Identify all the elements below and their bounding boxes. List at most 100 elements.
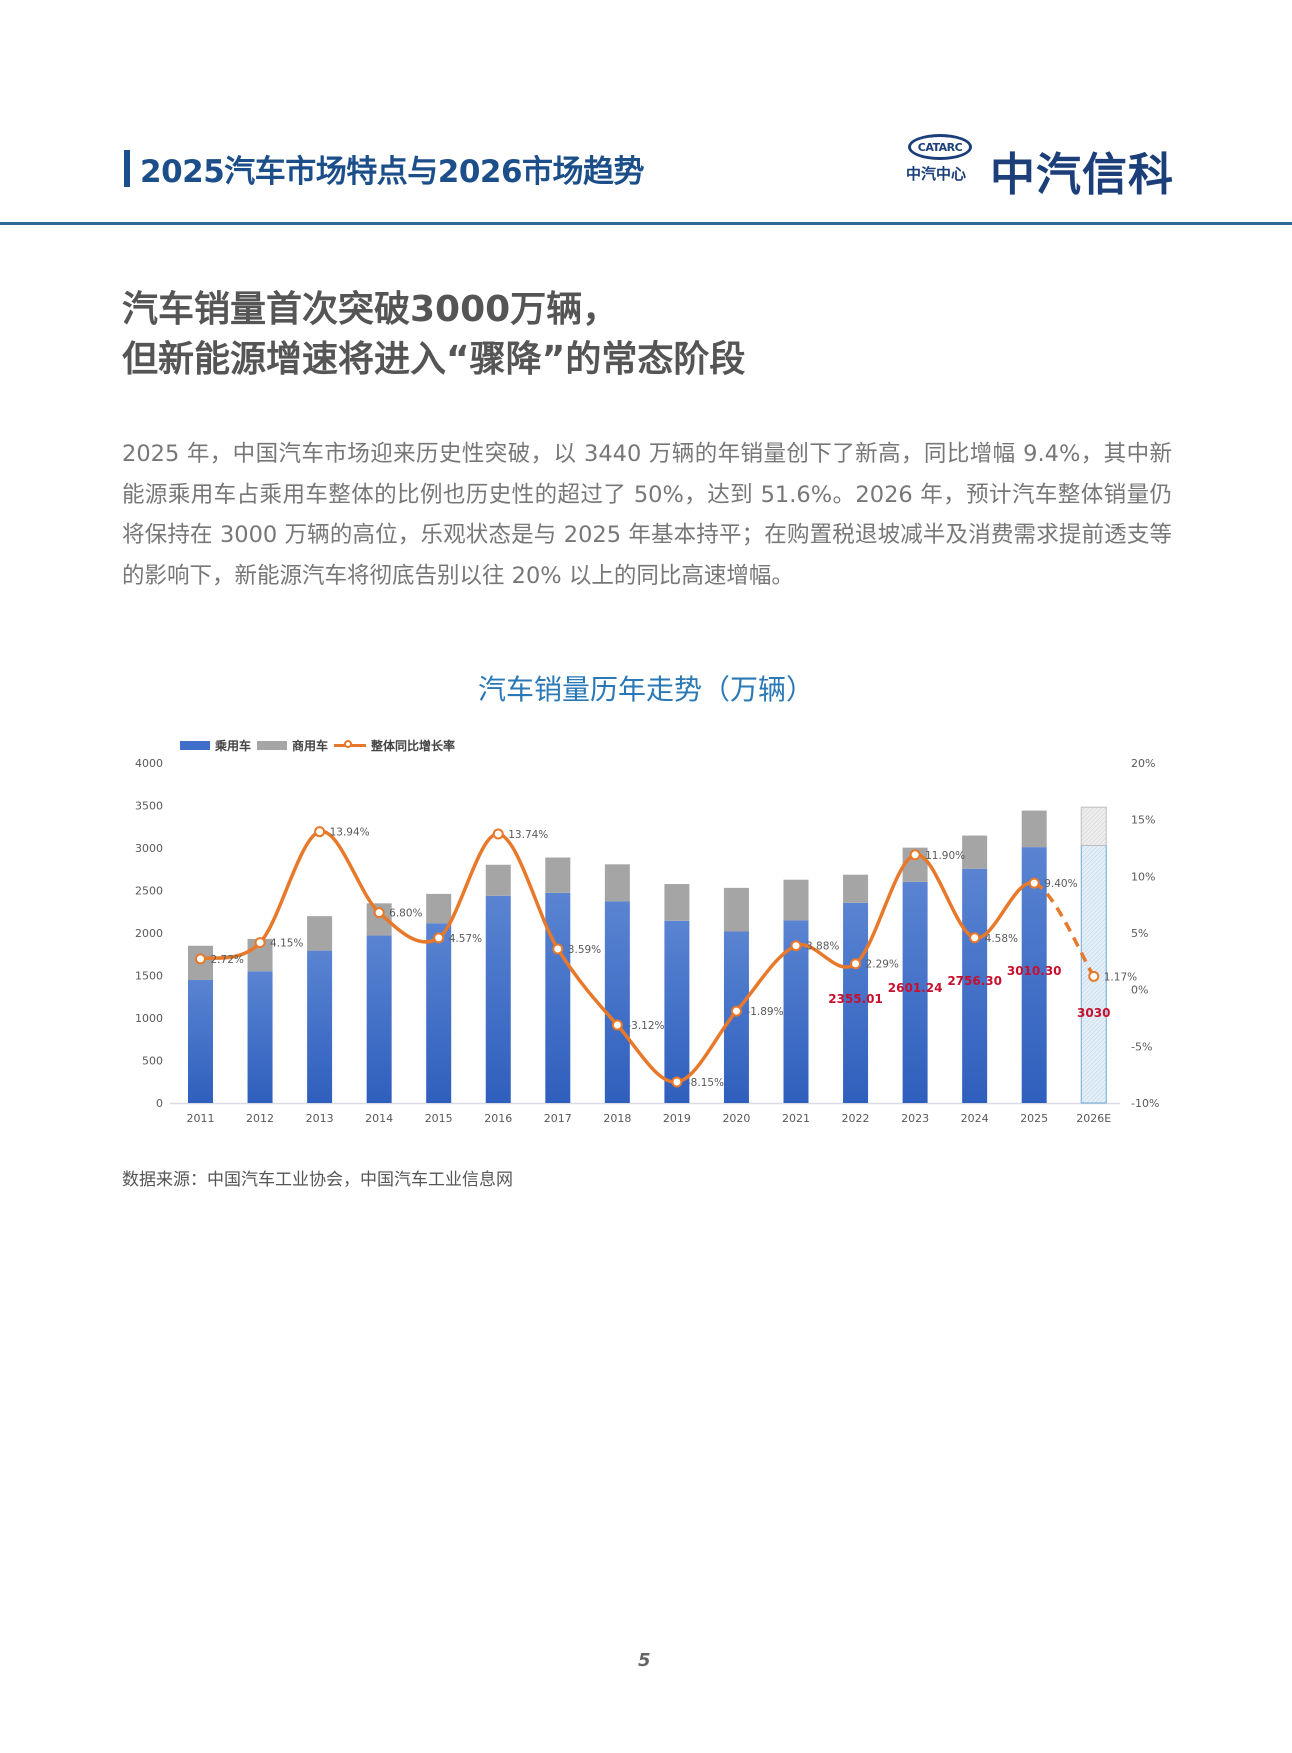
growth-data-label: 1.17% (1104, 971, 1137, 983)
growth-point-marker (373, 907, 385, 919)
x-axis-label: 2023 (901, 1112, 929, 1125)
header-accent-bar (124, 150, 130, 187)
bar-commercial (426, 893, 452, 924)
bar-commercial (307, 916, 333, 951)
right-axis-tick: 20% (1131, 757, 1155, 770)
x-axis-label: 2015 (425, 1112, 453, 1125)
growth-data-label: 11.90% (925, 850, 965, 862)
passenger-value-label: 2355.01 (828, 992, 883, 1006)
growth-point-marker (433, 932, 445, 944)
right-y-axis: -10% -5% 0% 5% 10% 15% 20% (1131, 757, 1159, 1110)
bar-passenger (843, 902, 869, 1103)
growth-point-marker (1028, 877, 1040, 889)
growth-data-label: -1.89% (746, 1006, 783, 1018)
left-axis-tick: 3000 (135, 842, 163, 855)
bar-passenger (485, 895, 511, 1103)
brand-name: 中汽信科 (990, 148, 1175, 201)
x-axis-label: 2014 (365, 1112, 393, 1125)
passenger-value-label: 3010.30 (1007, 964, 1062, 978)
x-axis-label: 2018 (603, 1112, 631, 1125)
left-axis-tick: 1000 (135, 1012, 163, 1025)
bar-commercial (604, 864, 630, 902)
growth-point-marker (195, 953, 206, 965)
legend-passenger: 乘用车 (180, 737, 251, 754)
growth-point-marker (909, 849, 921, 861)
chart-title: 汽车销量历年走势（万辆） (477, 673, 814, 706)
logo-subtitle: 中汽中心 (906, 165, 967, 183)
x-axis-label: 2011 (187, 1112, 215, 1125)
left-y-axis: 0 500 1000 1500 2000 2500 3000 3500 4000 (135, 757, 1120, 1110)
body-paragraph: 2025 年，中国汽车市场迎来历史性突破，以 3440 万辆的年销量创下了新高，… (122, 441, 1172, 589)
growth-data-label: 4.57% (449, 933, 482, 945)
legend-commercial: 商用车 (257, 737, 328, 754)
bar-passenger (426, 923, 452, 1103)
right-axis-tick: 15% (1131, 814, 1155, 827)
bar-passenger (902, 881, 928, 1103)
data-source-note: 数据来源：中国汽车工业协会，中国汽车工业信息网 (122, 1170, 513, 1190)
bar-passenger (247, 971, 273, 1103)
x-axis-label: 2013 (306, 1112, 334, 1125)
growth-data-label: 9.40% (1044, 878, 1077, 890)
growth-data-label: 3.59% (568, 944, 601, 956)
growth-data-label: 4.15% (270, 938, 303, 950)
x-axis-label: 2012 (246, 1112, 274, 1125)
growth-data-label: 6.80% (389, 908, 422, 920)
chart-legend: 乘用车 商用车 整体同比增长率 (180, 737, 461, 754)
left-axis-tick: 1500 (135, 970, 163, 983)
page-headline: 汽车销量首次突破3000万辆， 但新能源增速将进入“骤降”的常态阶段 (122, 285, 745, 385)
growth-point-marker (730, 1005, 742, 1017)
bar-passenger (604, 901, 630, 1103)
bar-passenger (664, 920, 690, 1103)
bar-commercial (843, 874, 869, 903)
right-axis-tick: 0% (1131, 984, 1148, 997)
bar-passenger (545, 892, 571, 1103)
legend-swatch-commercial (257, 741, 288, 750)
x-axis-label: 2021 (782, 1112, 810, 1125)
left-axis-tick: 3500 (135, 800, 163, 813)
passenger-value-label: 3030 (1077, 1006, 1110, 1020)
bar-series (188, 806, 1107, 1104)
x-axis-labels: 2011 2012 2013 2014 2015 2016 2017 2018 2019 2020… (187, 1112, 1112, 1125)
x-axis-label: 2020 (722, 1112, 750, 1125)
sales-chart: 0 500 1000 1500 2000 2500 3000 3500 4000 -10% -5%… (135, 757, 1159, 1125)
legend-label-commercial: 商用车 (292, 739, 329, 753)
left-axis-tick: 2500 (135, 885, 163, 898)
growth-point-marker (969, 932, 981, 944)
growth-line-forecast (1033, 881, 1096, 978)
growth-point-marker (671, 1076, 683, 1088)
right-axis-tick: -5% (1131, 1040, 1152, 1053)
catarc-logo-icon: CATARC (908, 134, 972, 160)
header-title: 2025汽车市场特点与2026市场趋势 (140, 154, 645, 190)
legend-label-passenger: 乘用车 (215, 739, 252, 753)
bar-commercial (485, 864, 511, 896)
growth-data-label: 13.74% (508, 829, 548, 841)
passenger-value-label: 2601.24 (888, 981, 943, 995)
bar-passenger (307, 950, 333, 1103)
legend-line-marker-icon (334, 740, 367, 748)
x-axis-label: 2025 (1020, 1112, 1048, 1125)
bar-commercial (1021, 810, 1047, 848)
bar-commercial (545, 857, 571, 893)
x-axis-label: 2024 (961, 1112, 989, 1125)
passenger-value-label: 2756.30 (947, 974, 1002, 988)
bar-commercial (723, 887, 749, 932)
growth-line-series: 2.72% 4.15% 13.94% 6.80% 4.57% 13.74% 3.59% -3.… (195, 826, 1137, 1089)
bar-commercial (783, 879, 809, 921)
left-axis-tick: 500 (142, 1055, 163, 1068)
page-number: 5 (638, 1650, 651, 1671)
x-axis-label: 2026E (1076, 1112, 1111, 1125)
growth-data-label: 2.72% (211, 954, 244, 966)
growth-point-marker (850, 958, 862, 970)
x-axis-label: 2017 (544, 1112, 572, 1125)
legend-swatch-passenger (180, 741, 210, 750)
left-axis-tick: 2000 (135, 927, 163, 940)
growth-point-marker (254, 937, 266, 949)
headline-line-2: 但新能源增速将进入“骤降”的常态阶段 (122, 339, 746, 380)
x-axis-label: 2022 (842, 1112, 870, 1125)
x-axis-label: 2019 (663, 1112, 691, 1125)
growth-point-marker (314, 826, 326, 838)
growth-point-marker (790, 940, 802, 952)
x-axis-label: 2016 (484, 1112, 512, 1125)
right-axis-tick: -10% (1131, 1097, 1159, 1110)
legend-growth: 整体同比增长率 (334, 737, 455, 754)
